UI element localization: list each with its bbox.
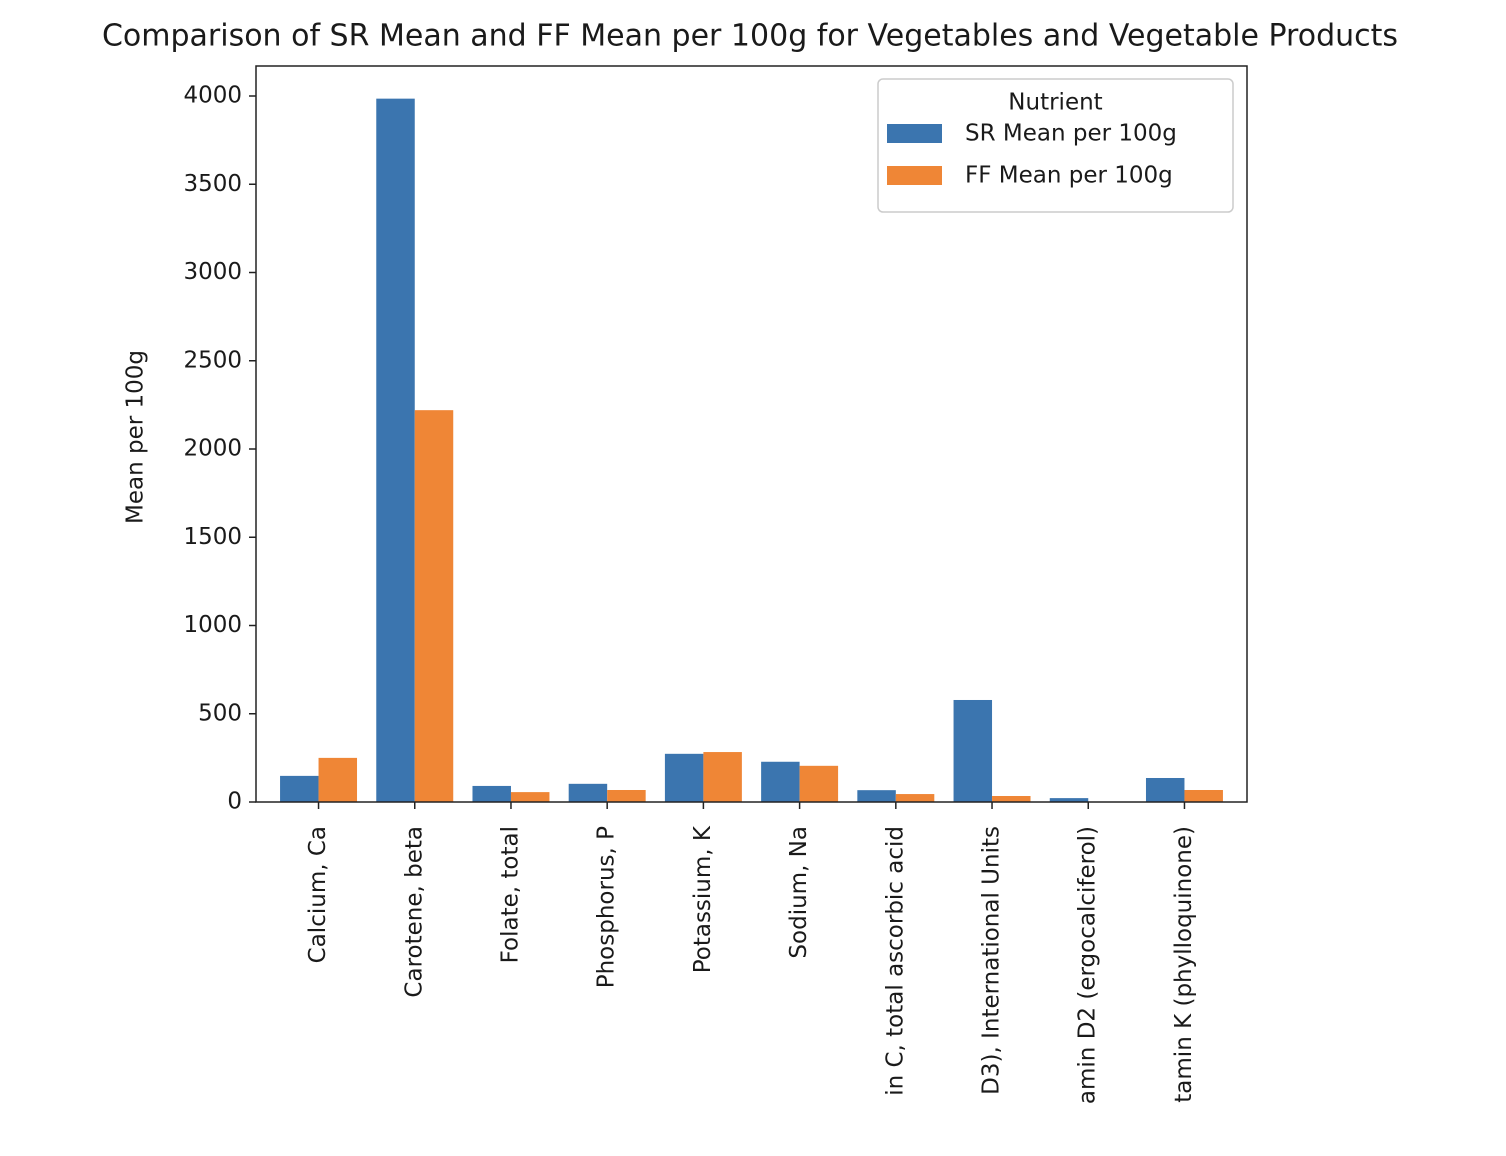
y-axis-label: Mean per 100g: [123, 350, 149, 524]
x-tick-label: Calcium, Ca: [305, 826, 331, 963]
y-tick-label: 500: [198, 700, 242, 726]
bar: [1184, 789, 1223, 802]
y-tick-label: 0: [227, 789, 242, 815]
y-tick-label: 1000: [183, 612, 242, 638]
y-tick-label: 2000: [183, 436, 242, 462]
bar: [472, 785, 511, 802]
legend-label: SR Mean per 100g: [965, 121, 1177, 147]
y-tick-label: 3500: [183, 171, 242, 197]
x-tick-label: tamin K (phylloquinone): [1171, 826, 1197, 1103]
bar: [568, 783, 608, 802]
bar: [992, 795, 1031, 802]
legend-swatch: [887, 166, 942, 185]
legend-box: [877, 78, 1234, 213]
bar: [857, 790, 896, 802]
x-tick-label: Sodium, Na: [786, 826, 812, 959]
chart-title: Comparison of SR Mean and FF Mean per 10…: [102, 19, 1398, 54]
bar: [607, 789, 646, 802]
bar: [376, 98, 415, 802]
y-tick-label: 1500: [183, 524, 242, 550]
x-tick-label: Potassium, K: [690, 825, 716, 973]
legend-label: FF Mean per 100g: [965, 163, 1173, 189]
bar: [510, 792, 550, 802]
legend-title: Nutrient: [1008, 90, 1102, 116]
bar: [1145, 777, 1185, 802]
x-tick-label: Carotene, beta: [401, 826, 427, 998]
legend: Nutrient SR Mean per 100g FF Mean per 100g: [877, 78, 1234, 213]
bar: [664, 753, 704, 802]
bar: [414, 410, 454, 802]
bar: [280, 775, 319, 802]
y-tick-label: 3000: [183, 259, 242, 285]
bar: [1049, 798, 1089, 802]
plot-frame: [255, 65, 1248, 803]
bar: [318, 757, 358, 802]
y-tick-label: 2500: [183, 347, 242, 373]
bar: [953, 699, 993, 802]
y-tick-label: 4000: [183, 83, 242, 109]
legend-swatch: [887, 124, 942, 143]
x-tick-label: Folate, total: [497, 826, 523, 963]
bar: [895, 794, 935, 802]
bar: [799, 765, 839, 802]
bar: [703, 752, 742, 802]
bar: [761, 761, 800, 802]
x-tick-label: Phosphorus, P: [594, 826, 620, 988]
x-tick-label: D3), International Units: [979, 826, 1005, 1095]
x-tick-label: amin D2 (ergocalciferol): [1075, 826, 1101, 1104]
x-tick-label: in C, total ascorbic acid: [882, 826, 908, 1096]
